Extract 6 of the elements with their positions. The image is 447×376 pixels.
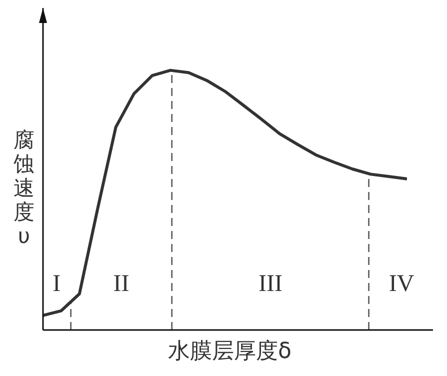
x-axis-title: 水膜层厚度δ (168, 338, 292, 366)
annotation: I (52, 270, 61, 298)
annotation: III (258, 270, 282, 298)
y-axis-title: 腐蚀速度υ (12, 128, 36, 248)
annotation: IV (388, 270, 414, 298)
annotation: II (113, 270, 130, 298)
